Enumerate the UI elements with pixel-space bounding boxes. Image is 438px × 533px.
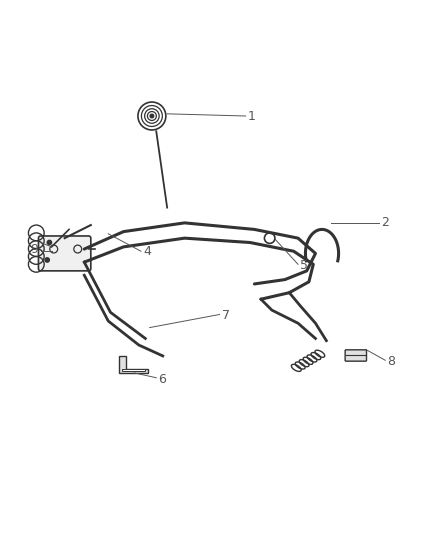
- Circle shape: [45, 258, 49, 262]
- Text: 1: 1: [247, 109, 255, 123]
- Text: 9: 9: [31, 243, 39, 255]
- Text: 6: 6: [158, 373, 166, 385]
- Text: 8: 8: [387, 355, 395, 368]
- FancyBboxPatch shape: [344, 350, 366, 361]
- Text: 5: 5: [300, 259, 307, 272]
- Circle shape: [149, 114, 154, 118]
- Text: 2: 2: [380, 216, 388, 229]
- FancyBboxPatch shape: [39, 236, 91, 271]
- Text: 7: 7: [221, 309, 229, 322]
- Polygon shape: [119, 356, 147, 374]
- Circle shape: [47, 240, 51, 245]
- Polygon shape: [121, 369, 145, 371]
- Text: 4: 4: [143, 245, 151, 258]
